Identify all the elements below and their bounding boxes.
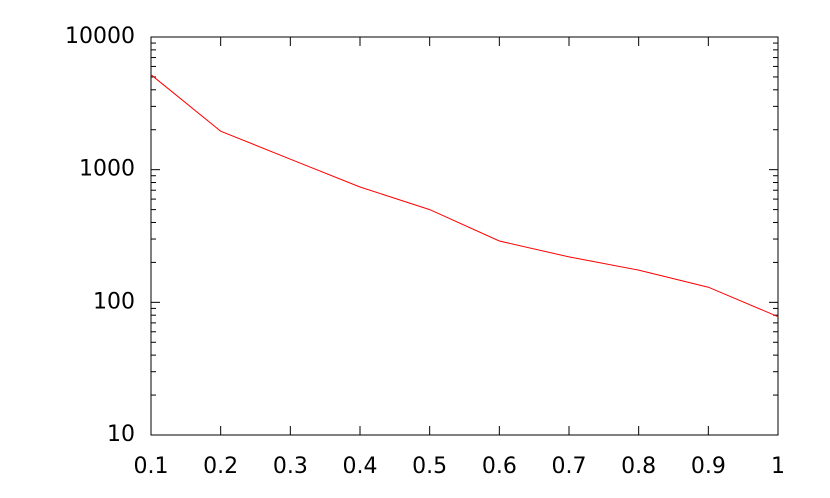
x-tick-label: 0.5 xyxy=(412,454,447,479)
x-tick-label: 0.8 xyxy=(621,454,656,479)
data-line xyxy=(150,74,779,318)
y-tick-label: 100 xyxy=(93,289,135,314)
plot-frame xyxy=(150,36,779,436)
y-tick-label: 1000 xyxy=(79,157,135,182)
x-tick-label: 0.4 xyxy=(343,454,378,479)
x-tick-label: 0.1 xyxy=(134,454,169,479)
x-tick-label: 0.2 xyxy=(203,454,238,479)
y-tick-label: 10000 xyxy=(65,24,135,49)
x-tick-label: 0.7 xyxy=(552,454,587,479)
x-tick-label: 0.3 xyxy=(273,454,308,479)
x-tick-label: 1 xyxy=(771,454,785,479)
y-tick-label: 10 xyxy=(107,422,135,447)
x-tick-label: 0.6 xyxy=(482,454,517,479)
x-tick-label: 0.9 xyxy=(691,454,726,479)
